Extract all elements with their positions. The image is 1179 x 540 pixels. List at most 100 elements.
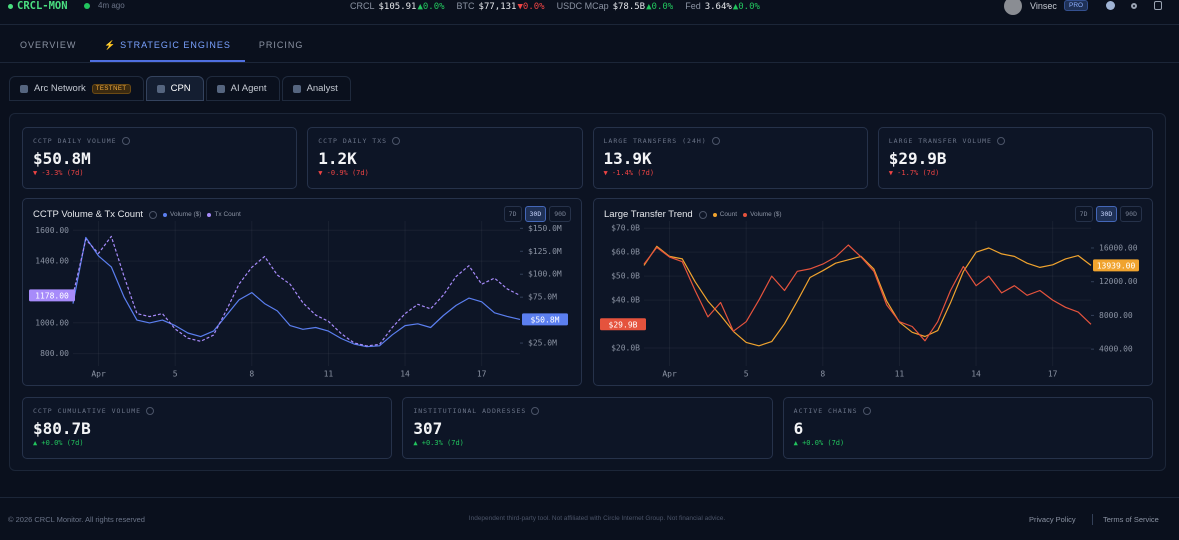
ticker-price: $77,131 — [478, 2, 517, 12]
legend-label: Volume ($) — [170, 211, 202, 218]
kpi-card: INSTITUTIONAL ADDRESSES 307 ▲ +0.3% (7d) — [402, 397, 773, 459]
y2-tick-label: 4000.00 — [1099, 345, 1133, 354]
x-tick-label: Apr — [91, 370, 106, 379]
kpi-label-row: INSTITUTIONAL ADDRESSES — [413, 407, 540, 415]
range-button[interactable]: 30D — [1095, 206, 1118, 222]
info-icon — [121, 137, 130, 145]
tab[interactable]: PRICING — [258, 40, 304, 50]
y-tick-label: $70.0B — [611, 224, 640, 233]
avatar[interactable] — [1004, 0, 1022, 15]
kpi-change: ▼ -0.9% (7d) — [318, 169, 369, 177]
kpi-label: INSTITUTIONAL ADDRESSES — [413, 407, 527, 415]
legend-swatch — [743, 212, 748, 217]
terms-link[interactable]: Terms of Service — [1103, 515, 1159, 524]
info-icon — [698, 210, 707, 219]
ticker-price: $105.91 — [378, 2, 417, 12]
chart-card: $20.0B $40.0B $50.0B $60.0B $70.0B 4000.00 800… — [593, 198, 1153, 386]
range-button[interactable]: 90D — [1120, 206, 1142, 222]
info-icon — [996, 137, 1005, 145]
x-tick-label: 17 — [1048, 370, 1058, 379]
series-line — [72, 235, 521, 347]
chart-header: CCTP Volume & Tx Count Volume ($) Tx Count — [33, 209, 241, 220]
chart-header: Large Transfer Trend Count Volume ($) — [604, 209, 782, 220]
chart-card: 800.00 1000.00 1400.00 1600.00 $25.0M $75.0M $… — [22, 198, 582, 386]
x-tick-label: 5 — [173, 370, 178, 379]
kpi-change: ▼ -1.4% (7d) — [603, 169, 655, 177]
kpi-value: $80.7B — [33, 419, 91, 438]
footer-divider — [0, 497, 1179, 498]
tickers: CRCL $105.91▲0.0% BTC $77,131▼0.0% USDC MCap… — [350, 0, 760, 13]
subtab-label: Arc Network — [34, 83, 86, 94]
x-tick-label: 8 — [820, 370, 825, 379]
y2-tick-label: 12000.00 — [1099, 277, 1138, 286]
y-tick-label: 1600.00 — [35, 226, 69, 235]
subtab-badge: TESTNET — [91, 83, 131, 94]
kpi-change: ▲ +0.3% (7d) — [413, 439, 464, 447]
value-label: 1178.00 — [35, 291, 69, 300]
range-button[interactable]: 90D — [549, 206, 571, 222]
legend-swatch — [207, 212, 212, 217]
legend-label: Tx Count — [214, 211, 241, 218]
series-line — [643, 245, 1092, 347]
kpi-value: 13.9K — [603, 149, 652, 168]
subtab[interactable]: Arc Network TESTNET — [9, 76, 144, 101]
y2-tick-label: $125.0M — [528, 247, 562, 256]
settings-icon[interactable] — [1131, 3, 1137, 9]
info-icon — [149, 210, 158, 219]
y2-tick-label: $150.0M — [528, 224, 562, 233]
ticker-symbol: CRCL — [350, 1, 375, 11]
ticker-price: 3.64% — [704, 2, 732, 12]
value-label: $50.8M — [531, 315, 560, 324]
ticker-symbol: Fed — [685, 1, 701, 11]
subtab[interactable]: AI Agent — [205, 76, 280, 101]
info-icon — [146, 407, 155, 415]
tabs: OVERVIEW ⚡ STRATEGIC ENGINES PRICING — [6, 36, 317, 62]
legend-item: Count — [712, 211, 738, 218]
y2-tick-label: 16000.00 — [1099, 243, 1138, 252]
subtab[interactable]: Analyst — [281, 76, 351, 101]
ticker: BTC $77,131▼0.0% — [457, 1, 545, 12]
kpi-label: ACTIVE CHAINS — [793, 407, 858, 415]
kpi-card: LARGE TRANSFERS (24H) 13.9K ▼ -1.4% (7d) — [592, 127, 868, 189]
legend-item: Volume ($) — [743, 211, 782, 218]
disclaimer: Independent third-party tool. Not affili… — [468, 515, 726, 522]
y2-tick-label: $25.0M — [528, 339, 557, 348]
ticker-change: ▲0.0% — [646, 2, 674, 12]
kpi-label: CCTP DAILY TXS — [318, 137, 388, 145]
ticker: Fed 3.64%▲0.0% — [685, 1, 760, 12]
value-badge — [522, 313, 568, 326]
kpi-change: ▼ -1.7% (7d) — [888, 169, 940, 177]
value-label: $29.9B — [609, 320, 638, 329]
ticker: CRCL $105.91▲0.0% — [350, 1, 445, 12]
x-tick-label: 11 — [895, 370, 905, 379]
kpi-card: ACTIVE CHAINS 6 ▲ +0.0% (7d) — [782, 397, 1153, 459]
tabs-border — [0, 62, 1179, 63]
menu-icon[interactable] — [1154, 1, 1162, 10]
range-button[interactable]: 30D — [524, 206, 547, 222]
kpi-value: 307 — [413, 419, 443, 438]
kpi-label-row: LARGE TRANSFER VOLUME — [889, 137, 1005, 145]
theme-icon[interactable] — [1106, 1, 1115, 10]
subtab[interactable]: CPN — [145, 76, 204, 101]
link-separator — [1092, 514, 1093, 525]
series-line — [72, 236, 521, 348]
kpi-value: $29.9B — [888, 149, 947, 168]
kpi-label-row: CCTP DAILY VOLUME — [33, 137, 130, 145]
value-badge — [600, 318, 646, 331]
range-button[interactable]: 7D — [503, 206, 522, 222]
tab[interactable]: OVERVIEW — [20, 40, 77, 50]
value-label: 13939.00 — [1097, 261, 1136, 270]
kpi-change: ▲ +0.0% (7d) — [33, 439, 84, 447]
chart-svg: $20.0B $40.0B $50.0B $60.0B $70.0B 4000.00 800… — [600, 221, 1139, 379]
privacy-link[interactable]: Privacy Policy — [1029, 515, 1076, 524]
ticker-price: $78.5B — [612, 2, 646, 12]
value-badge — [1093, 259, 1139, 272]
chart-title: Large Transfer Trend — [604, 209, 693, 220]
tab[interactable]: ⚡ STRATEGIC ENGINES — [90, 36, 245, 62]
legend-swatch — [163, 212, 168, 217]
legend-label: Count — [719, 211, 738, 218]
range-button[interactable]: 7D — [1074, 206, 1093, 222]
y-tick-label: $50.0B — [611, 272, 640, 281]
x-tick-label: Apr — [662, 370, 677, 379]
